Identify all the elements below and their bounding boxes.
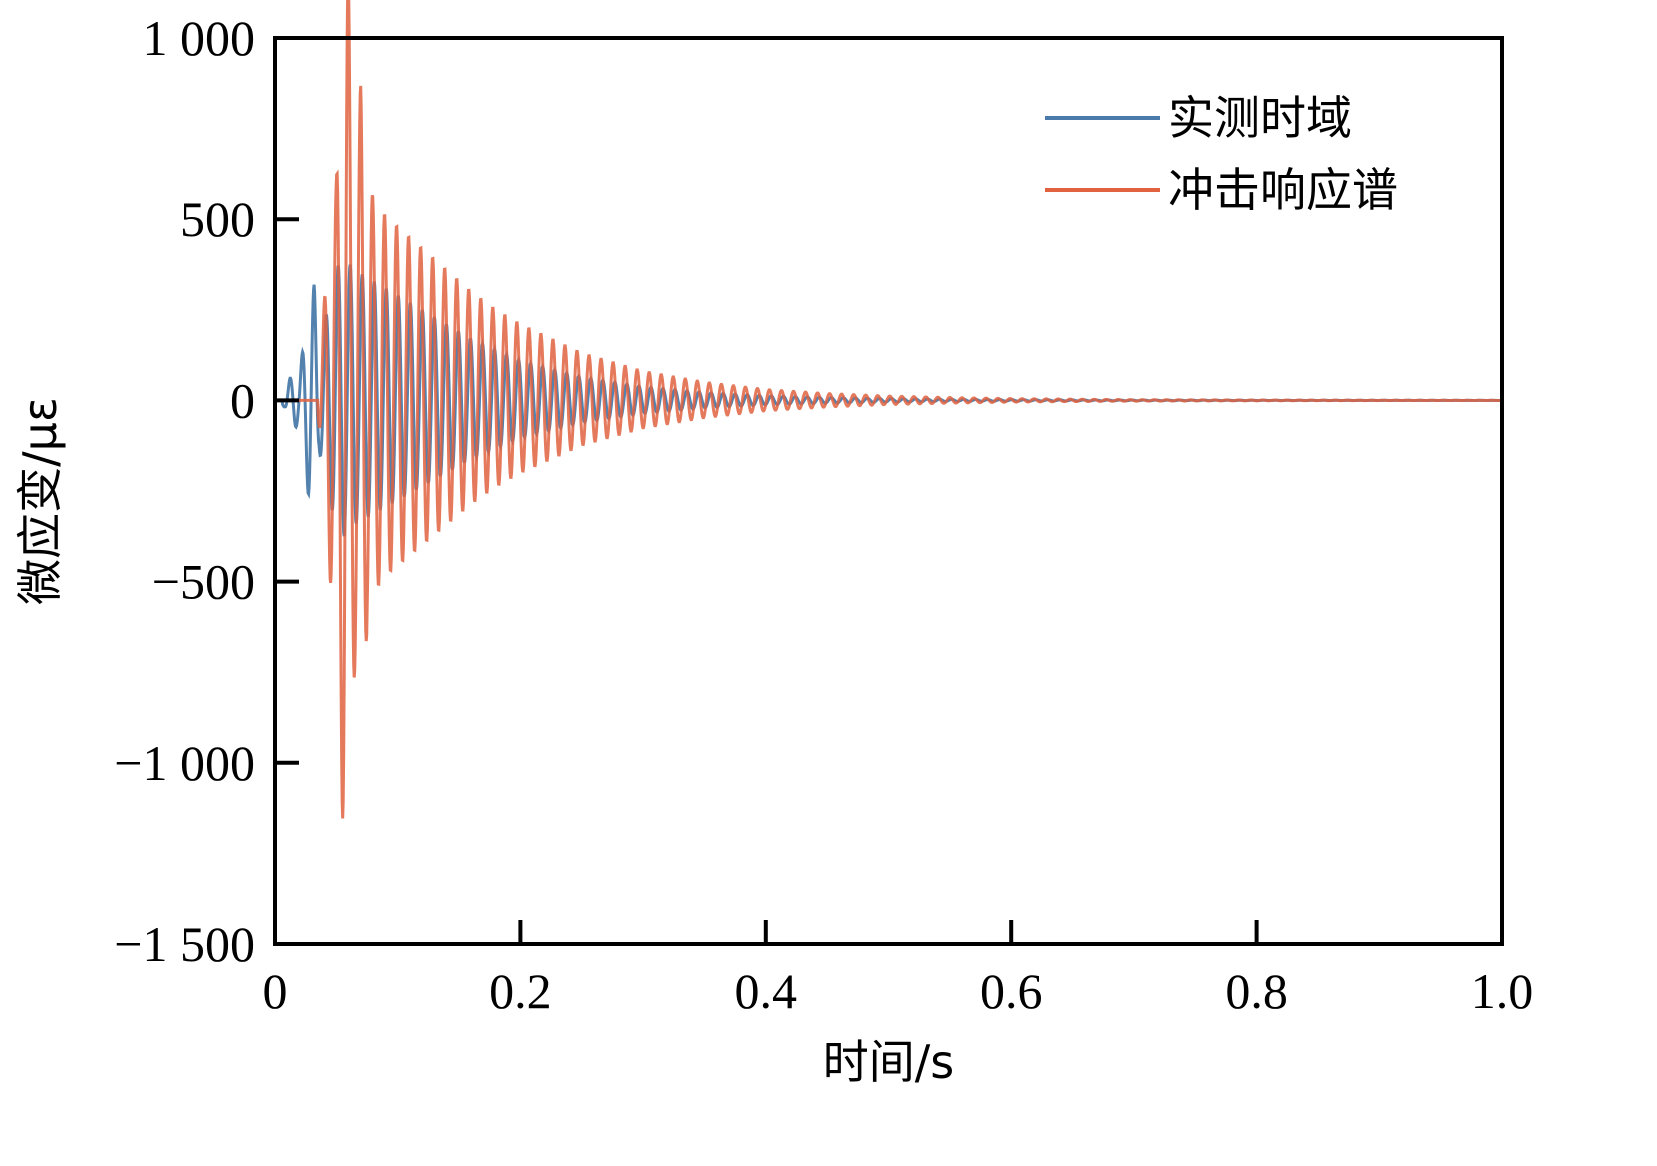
x-tick-label: 1.0 bbox=[1471, 963, 1534, 1019]
y-tick-label: 1 000 bbox=[143, 10, 256, 66]
x-tick-label: 0 bbox=[263, 963, 288, 1019]
y-tick-label: −1 500 bbox=[114, 916, 255, 972]
plot-frame bbox=[273, 36, 1504, 946]
y-axis-title: 微应变/με bbox=[13, 397, 67, 605]
legend: 实测时域 冲击响应谱 bbox=[1045, 91, 1398, 217]
y-tick-label: −500 bbox=[152, 554, 255, 610]
x-tick-label: 0.2 bbox=[489, 963, 552, 1019]
x-axis-title: 时间/s bbox=[823, 1035, 954, 1089]
legend-label-srs: 冲击响应谱 bbox=[1168, 163, 1398, 217]
y-tick-label: 0 bbox=[230, 372, 255, 428]
series-line-srs bbox=[275, 0, 1503, 819]
ticks-layer bbox=[273, 36, 1504, 946]
tick-labels-layer: 0 0.2 0.4 0.6 0.8 1.0 −1 500 −1 000 −500 0 500 1 00… bbox=[114, 10, 1533, 1019]
y-tick-label: −1 000 bbox=[114, 735, 255, 791]
x-tick-label: 0.4 bbox=[735, 963, 798, 1019]
legend-label-measured: 实测时域 bbox=[1168, 91, 1352, 145]
y-tick-label: 500 bbox=[180, 191, 255, 247]
series-layer bbox=[275, 0, 1503, 819]
x-tick-label: 0.6 bbox=[980, 963, 1043, 1019]
x-tick-label: 0.8 bbox=[1225, 963, 1288, 1019]
